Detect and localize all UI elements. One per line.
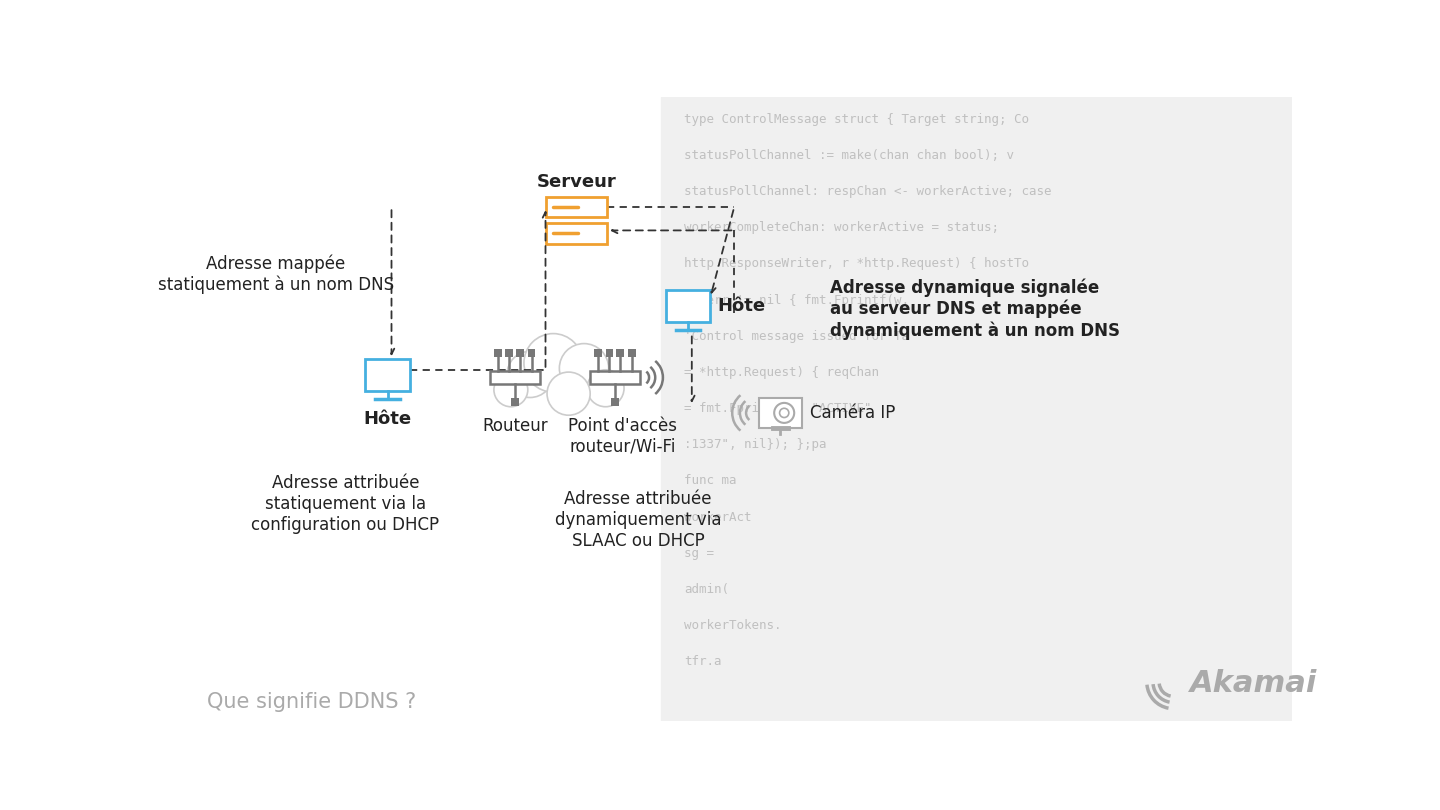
Bar	[490, 370, 540, 385]
Bar	[517, 349, 524, 356]
Bar	[606, 349, 613, 356]
Text: = fmt.Fprintf(w, "ACTIVE": = fmt.Fprintf(w, "ACTIVE"	[684, 402, 871, 415]
Text: if err != nil { fmt.Fprintf(w,: if err != nil { fmt.Fprintf(w,	[684, 293, 909, 306]
Bar	[505, 349, 513, 356]
Circle shape	[779, 408, 789, 417]
Bar	[590, 370, 639, 385]
Text: tfr.a: tfr.a	[684, 655, 721, 668]
Bar	[628, 349, 635, 356]
Bar	[665, 290, 710, 322]
Bar	[661, 97, 1293, 721]
Text: workerAct: workerAct	[684, 510, 752, 524]
Text: Hôte: Hôte	[363, 410, 412, 428]
Text: Adresse attribuée
dynamiquement via
SLAAC ou DHCP: Adresse attribuée dynamiquement via SLAA…	[554, 490, 721, 549]
Text: Adresse attribuée
statiquement via la
configuration ou DHCP: Adresse attribuée statiquement via la co…	[251, 475, 439, 534]
Text: Akamai: Akamai	[1189, 669, 1318, 698]
Text: workerCompleteChan: workerActive = status;: workerCompleteChan: workerActive = statu…	[684, 221, 999, 234]
Text: Que signifie DDNS ?: Que signifie DDNS ?	[207, 692, 416, 712]
Circle shape	[775, 403, 795, 423]
Text: http.ResponseWriter, r *http.Request) { hostTo: http.ResponseWriter, r *http.Request) { …	[684, 258, 1030, 271]
Text: workerTokens.: workerTokens.	[684, 620, 782, 633]
Text: type ControlMessage struct { Target string; Co: type ControlMessage struct { Target stri…	[684, 113, 1030, 126]
Bar	[759, 399, 802, 428]
Circle shape	[494, 373, 528, 407]
Text: Adresse mappée
statiquement à un nom DNS: Adresse mappée statiquement à un nom DNS	[158, 254, 395, 294]
Text: Hôte: Hôte	[717, 297, 765, 315]
Text: statusPollChannel := make(chan chan bool); v: statusPollChannel := make(chan chan bool…	[684, 149, 1014, 162]
Bar	[528, 349, 536, 356]
Circle shape	[559, 343, 609, 393]
Circle shape	[588, 370, 624, 407]
Bar	[511, 399, 518, 406]
Text: Serveur: Serveur	[537, 173, 616, 191]
Text: Caméra IP: Caméra IP	[809, 404, 896, 422]
Text: Point d'accès
routeur/Wi-Fi: Point d'accès routeur/Wi-Fi	[567, 417, 677, 455]
Text: Routeur: Routeur	[482, 417, 547, 435]
Text: 'Control message issued for Ta: 'Control message issued for Ta	[684, 330, 909, 343]
Bar	[366, 359, 410, 391]
Text: :1337", nil}); };pa: :1337", nil}); };pa	[684, 438, 827, 451]
Bar	[546, 224, 608, 244]
Text: func ma: func ma	[684, 475, 737, 488]
Bar	[611, 399, 619, 406]
Text: Adresse dynamique signalée
au serveur DNS et mappée
dynamiquement à un nom DNS: Adresse dynamique signalée au serveur DN…	[831, 279, 1120, 339]
Text: = *http.Request) { reqChan: = *http.Request) { reqChan	[684, 366, 878, 379]
Bar	[494, 349, 501, 356]
Circle shape	[507, 352, 553, 398]
Bar	[616, 349, 624, 356]
Circle shape	[524, 334, 582, 392]
Text: statusPollChannel: respChan <- workerActive; case: statusPollChannel: respChan <- workerAct…	[684, 185, 1051, 198]
Bar	[595, 349, 602, 356]
Text: admin(: admin(	[684, 583, 729, 596]
Text: sg =: sg =	[684, 547, 714, 560]
Bar	[546, 198, 608, 217]
Circle shape	[547, 372, 590, 416]
